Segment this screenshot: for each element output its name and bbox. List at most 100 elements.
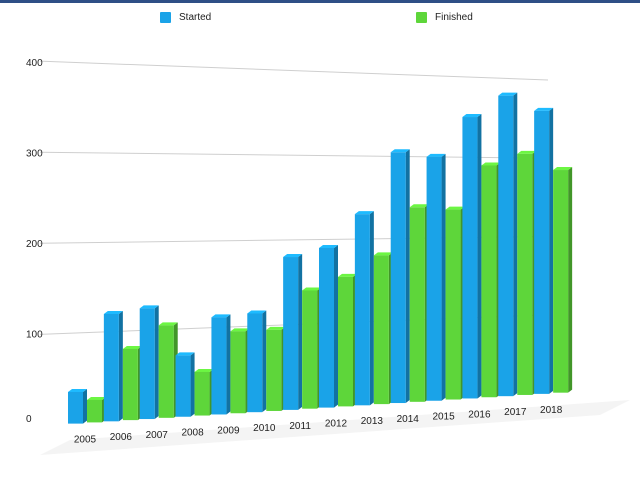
bar-finished-2011-top (302, 287, 322, 291)
bar-started-2015 (426, 153, 446, 401)
x-tick-label: 2005 (74, 435, 97, 446)
bar-started-2013-side (369, 211, 374, 406)
bar-started-2018-front (534, 110, 550, 394)
bar-started-2011-front (283, 257, 299, 410)
bar-finished-2009-front (230, 331, 246, 414)
bar-started-2015-front (426, 156, 442, 401)
bar-finished-2009-top (230, 328, 250, 332)
bar-finished-2008-top (194, 368, 214, 372)
bar-started-2008-side (190, 352, 195, 417)
bar-started-2013-top (354, 211, 374, 215)
bar-started-2014-top (390, 149, 410, 153)
bar-started-2015-side (441, 153, 446, 401)
bar-started-2009-top (211, 314, 231, 318)
bar-started-2017-top (498, 92, 518, 96)
bar-finished-2010-front (266, 329, 282, 411)
bar-finished-2011 (302, 287, 322, 409)
bar-started-2009-front (211, 317, 227, 415)
x-tick-label: 2006 (110, 432, 133, 443)
bar-started-2017 (498, 92, 518, 397)
bar-started-2006 (103, 310, 123, 422)
bar-started-2014-front (390, 152, 406, 404)
bar-started-2010-side (262, 310, 267, 413)
bar-finished-2006-front (122, 348, 138, 421)
x-tick-label: 2014 (397, 414, 420, 425)
y-tick-label: 400 (26, 58, 43, 69)
bar-finished-2014 (409, 204, 429, 402)
y-tick-label: 200 (26, 239, 43, 250)
legend-label-started: Started (179, 12, 212, 23)
bar-started-2006-side (118, 310, 123, 422)
bar-started-2015-top (426, 153, 446, 157)
legend-swatch-finished (416, 12, 427, 23)
bar-finished-2017-top (517, 150, 537, 154)
bar-started-2016-front (462, 117, 478, 399)
top-border (0, 0, 640, 3)
bar-finished-2007-top (158, 322, 178, 326)
bar-finished-2012-top (338, 273, 357, 277)
bar-finished-2010-top (266, 326, 286, 330)
bar-finished-2016 (481, 162, 501, 398)
bar-finished-2005-top (87, 396, 106, 400)
bar-finished-2006-top (122, 345, 142, 349)
bar-finished-2013 (373, 252, 393, 405)
bar-started-2007-front (139, 308, 155, 420)
bar-started-2005 (68, 388, 87, 424)
x-tick-label: 2008 (181, 428, 204, 439)
x-tick-label: 2009 (217, 425, 240, 436)
legend: Started Finished (0, 12, 640, 32)
x-tick-label: 2010 (253, 423, 276, 434)
bar-started-2017-front (498, 95, 514, 397)
bar-finished-2015-top (445, 206, 465, 210)
bar-finished-2017 (517, 150, 537, 395)
x-tick-label: 2015 (432, 412, 455, 423)
y-tick-label: 300 (26, 149, 43, 160)
bar-started-2018-side (549, 107, 554, 394)
bar-finished-2008 (194, 368, 214, 416)
bar-started-2007-side (154, 305, 159, 420)
bar-finished-2014-top (409, 204, 429, 208)
bar-started-2011 (283, 254, 303, 410)
x-tick-label: 2011 (289, 421, 311, 432)
bar-finished-2005-front (87, 399, 102, 423)
bar-started-2014-side (405, 149, 410, 404)
x-tick-label: 2012 (325, 419, 348, 430)
bar-started-2008-top (175, 352, 195, 356)
bar-started-2018-top (534, 107, 554, 111)
bar-finished-2018-side (568, 167, 573, 393)
bar-finished-2015 (445, 206, 465, 400)
bar-started-2007-top (139, 305, 159, 309)
bar-started-2008 (175, 352, 195, 417)
bar-started-2005-top (68, 388, 87, 392)
gridline (39, 60, 549, 81)
bar-started-2005-side (83, 388, 87, 424)
x-tick-label: 2017 (504, 407, 527, 418)
x-tick-label: 2016 (468, 409, 491, 420)
bar-finished-2013-front (373, 255, 389, 405)
bar-finished-2016-top (481, 162, 501, 166)
bar-finished-2015-front (445, 209, 461, 400)
bar-finished-2007 (158, 322, 178, 418)
bar-finished-2008-front (194, 371, 210, 416)
bar-started-2016-side (477, 114, 482, 399)
bar-started-2006-top (103, 310, 123, 314)
bar-finished-2012-front (338, 276, 353, 407)
x-tick-label: 2018 (540, 405, 563, 416)
bar-finished-2018-front (553, 170, 569, 393)
bar-finished-2005 (87, 396, 106, 423)
bar-started-2017-side (513, 92, 518, 397)
bar-started-2016-top (462, 114, 482, 118)
bar-finished-2013-top (373, 252, 393, 256)
bar-finished-2016-front (481, 165, 497, 398)
bar-started-2010-front (247, 313, 263, 413)
bar-started-2009-side (226, 314, 231, 415)
bar-started-2010-top (247, 310, 267, 314)
bar-started-2016 (462, 114, 482, 399)
bar-started-2012-side (334, 244, 338, 408)
bar-started-2012-front (319, 247, 334, 408)
bar-started-2012-top (319, 244, 338, 248)
x-tick-label: 2013 (361, 416, 384, 427)
bar-started-2005-front (68, 391, 83, 424)
bar-started-2013-front (354, 214, 370, 406)
